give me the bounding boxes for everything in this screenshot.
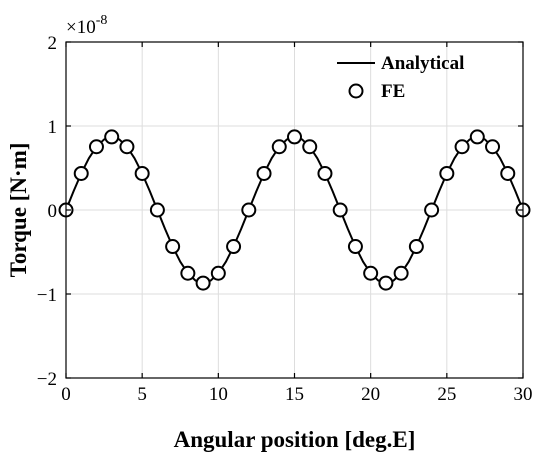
fe-point	[119, 139, 135, 155]
fe-point	[454, 139, 470, 155]
fe-point	[424, 202, 440, 218]
y-tick-label: −2	[37, 369, 57, 390]
x-tick-label: 10	[209, 384, 228, 405]
fe-point	[363, 265, 379, 281]
fe-point	[485, 139, 501, 155]
fe-point	[347, 239, 363, 255]
x-tick-label: 30	[514, 384, 533, 405]
x-tick-label: 5	[137, 384, 147, 405]
fe-point	[104, 129, 120, 145]
fe-point	[332, 202, 348, 218]
fe-point	[226, 239, 242, 255]
fe-point	[73, 165, 89, 181]
ticks	[65, 41, 524, 379]
grid	[66, 42, 523, 378]
legend: Analytical FE	[337, 53, 464, 102]
fe-point	[317, 165, 333, 181]
fe-point	[287, 129, 302, 145]
fe-point	[256, 165, 272, 181]
y-tick-label: −1	[37, 285, 57, 306]
y-multiplier-label: ×10-8	[66, 13, 107, 38]
fe-point	[469, 129, 485, 145]
x-tick-label: 20	[361, 384, 380, 405]
fe-point	[408, 239, 424, 255]
tick-labels: 0 5 10 15 20 25 30 −2 −1 0 1 2	[37, 33, 533, 405]
fe-point	[500, 165, 516, 181]
fe-point	[439, 165, 455, 181]
fe-point	[302, 139, 318, 155]
x-tick-label: 0	[61, 384, 71, 405]
fe-point	[134, 165, 150, 181]
fe-point	[88, 139, 104, 155]
fe-point	[271, 139, 287, 155]
legend-swatch-fe	[348, 83, 364, 99]
fe-point	[165, 239, 181, 255]
fe-point	[195, 275, 211, 291]
y-tick-label: 0	[48, 201, 58, 222]
fe-point	[210, 265, 226, 281]
y-multiplier-exponent: -8	[96, 13, 108, 28]
y-multiplier-base: ×10	[66, 17, 96, 38]
x-tick-label: 15	[285, 384, 304, 405]
x-tick-label: 25	[437, 384, 456, 405]
fe-point	[149, 202, 165, 218]
y-tick-label: 2	[48, 33, 58, 54]
fe-point	[378, 275, 394, 291]
legend-label-fe: FE	[381, 81, 405, 102]
y-tick-label: 1	[48, 117, 58, 138]
fe-point	[180, 265, 196, 281]
y-axis-label: Torque [N·m]	[6, 143, 31, 278]
x-axis-label: Angular position [deg.E]	[174, 427, 416, 452]
fe-series	[58, 129, 531, 291]
fe-point	[393, 265, 409, 281]
legend-label-analytical: Analytical	[381, 53, 464, 74]
fe-point	[241, 202, 257, 218]
